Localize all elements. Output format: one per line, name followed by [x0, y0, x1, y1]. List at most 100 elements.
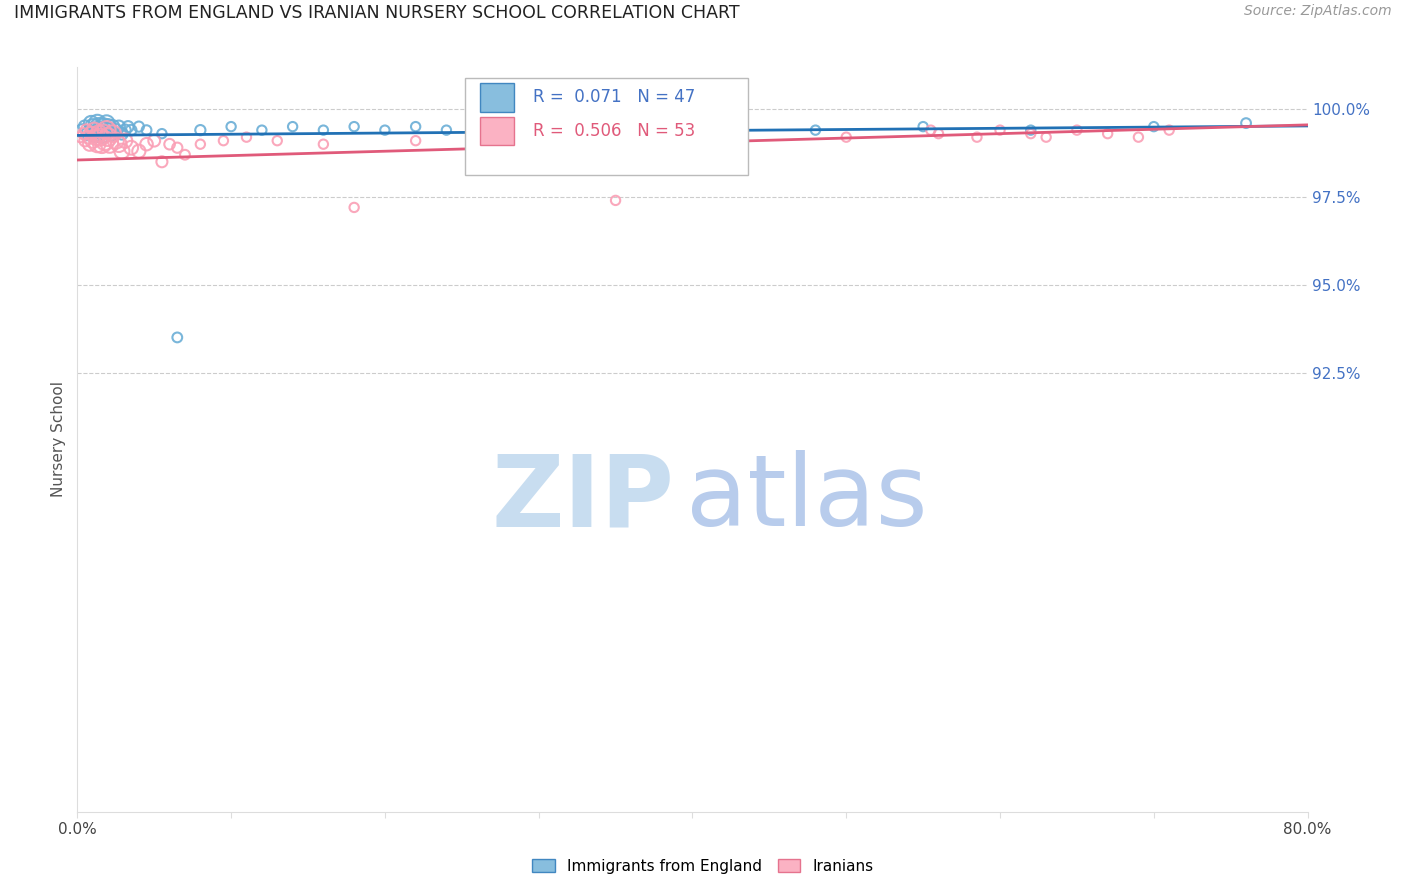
Point [1097, 127, 1119, 141]
Point [1234, 116, 1257, 130]
Point [97, 130, 120, 145]
Point [928, 127, 950, 141]
Point [82, 120, 104, 134]
Point [80, 116, 103, 130]
Point [1035, 130, 1057, 145]
Point [101, 127, 124, 141]
Point [727, 127, 749, 141]
Point [77, 130, 100, 145]
Point [84, 130, 107, 145]
Point [108, 137, 131, 152]
Point [343, 120, 366, 134]
Point [97, 120, 120, 134]
FancyBboxPatch shape [465, 78, 748, 175]
Point [73, 134, 96, 148]
Point [405, 120, 427, 134]
Point [527, 120, 550, 134]
Point [72, 127, 94, 141]
Point [128, 120, 150, 134]
Point [128, 145, 150, 159]
Point [104, 123, 127, 137]
Point [605, 194, 627, 208]
FancyBboxPatch shape [479, 83, 515, 112]
Point [436, 123, 458, 137]
Point [190, 123, 212, 137]
Point [1019, 123, 1042, 137]
Point [104, 134, 127, 148]
Point [117, 120, 139, 134]
Point [212, 134, 235, 148]
Point [80, 127, 103, 141]
Point [465, 120, 488, 134]
Text: R =  0.506   N = 53: R = 0.506 N = 53 [533, 122, 695, 140]
Point [87, 127, 110, 141]
Point [281, 120, 304, 134]
Point [235, 130, 257, 145]
Point [108, 120, 131, 134]
Point [920, 123, 942, 137]
Point [76, 123, 98, 137]
Point [166, 330, 188, 344]
Point [79, 137, 101, 152]
Point [96, 123, 118, 137]
Point [101, 120, 124, 134]
Point [159, 137, 181, 152]
Point [83, 123, 105, 137]
Point [150, 127, 173, 141]
Point [374, 123, 396, 137]
Text: atlas: atlas [686, 450, 928, 548]
Point [70, 123, 93, 137]
Point [90, 127, 114, 141]
Point [190, 137, 212, 152]
Point [120, 123, 142, 137]
Point [496, 123, 519, 137]
Point [114, 123, 136, 137]
Point [86, 137, 108, 152]
Point [98, 123, 121, 137]
Point [94, 123, 117, 137]
Text: IMMIGRANTS FROM ENGLAND VS IRANIAN NURSERY SCHOOL CORRELATION CHART: IMMIGRANTS FROM ENGLAND VS IRANIAN NURSE… [14, 4, 740, 22]
Text: R =  0.071   N = 47: R = 0.071 N = 47 [533, 88, 695, 106]
Point [90, 137, 114, 152]
Point [835, 130, 858, 145]
Point [150, 154, 173, 169]
Point [1066, 123, 1088, 137]
Point [73, 120, 96, 134]
Point [174, 147, 197, 161]
Point [86, 116, 108, 130]
Point [120, 141, 142, 155]
Point [93, 127, 115, 141]
Point [343, 201, 366, 215]
Point [100, 127, 122, 141]
Point [135, 137, 157, 152]
Point [804, 123, 827, 137]
Point [94, 134, 117, 148]
Point [83, 123, 105, 137]
Point [1159, 123, 1181, 137]
Point [69, 130, 91, 145]
Point [1019, 127, 1042, 141]
Point [87, 120, 110, 134]
Point [98, 137, 121, 152]
Point [1143, 120, 1166, 134]
Point [912, 120, 935, 134]
Point [111, 127, 134, 141]
Point [405, 134, 427, 148]
Point [620, 123, 643, 137]
Point [135, 123, 157, 137]
Text: ZIP: ZIP [491, 450, 673, 548]
Point [89, 130, 111, 145]
Point [114, 134, 136, 148]
Point [96, 116, 118, 130]
Point [312, 137, 335, 152]
Point [166, 141, 188, 155]
Point [711, 120, 734, 134]
Point [312, 123, 335, 137]
Point [266, 134, 288, 148]
Point [77, 127, 100, 141]
Point [89, 123, 111, 137]
Point [966, 130, 988, 145]
Y-axis label: Nursery School: Nursery School [51, 381, 66, 498]
Text: Source: ZipAtlas.com: Source: ZipAtlas.com [1244, 4, 1392, 19]
Point [93, 120, 115, 134]
